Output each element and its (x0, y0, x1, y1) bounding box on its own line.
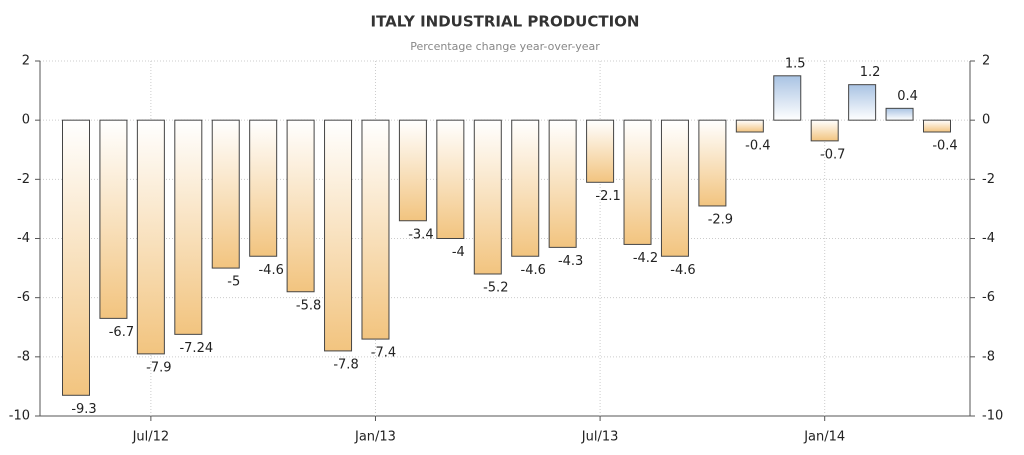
y-tick-label: -2 (17, 172, 30, 187)
y-tick-label: -8 (17, 349, 30, 364)
value-label: 1.2 (860, 65, 881, 80)
bar (885, 107, 914, 121)
bar (249, 119, 278, 257)
value-label: -4.6 (521, 263, 546, 278)
value-label: -3.4 (408, 227, 433, 242)
y2-tick-label: 2 (982, 54, 990, 69)
y2-tick-label: -6 (982, 290, 995, 305)
y2-tick-label: -10 (982, 409, 1003, 424)
y-tick-label: -4 (17, 231, 30, 246)
value-label: -2.1 (595, 189, 620, 204)
value-label: -0.4 (745, 139, 770, 154)
chart-title: ITALY INDUSTRIAL PRODUCTION (371, 13, 640, 31)
value-label: -7.9 (146, 360, 171, 375)
bar (286, 119, 315, 293)
value-label: -7.4 (371, 346, 396, 361)
bar (586, 119, 615, 183)
bar (62, 119, 90, 396)
y-tick-label: -10 (9, 409, 30, 424)
bar (398, 119, 427, 222)
value-label: -7.8 (333, 357, 358, 372)
bar (548, 119, 577, 248)
y-tick-label: -6 (17, 290, 30, 305)
y2-tick-label: -2 (982, 172, 995, 187)
bar (810, 119, 839, 142)
bar (436, 119, 465, 239)
value-label: -4 (452, 245, 465, 260)
bar (773, 75, 802, 121)
y2-tick-label: 0 (982, 113, 990, 128)
bar (136, 119, 165, 355)
y-tick-label: 2 (22, 54, 30, 69)
value-label: -4.6 (670, 263, 695, 278)
bar (211, 119, 240, 269)
x-tick-label: Jul/13 (581, 430, 619, 445)
value-label: -5.2 (483, 281, 508, 296)
value-label: 0.4 (897, 89, 918, 104)
value-label: -5.8 (296, 298, 321, 313)
bar (623, 119, 652, 245)
x-tick-label: Jul/12 (132, 430, 170, 445)
value-label: -9.3 (71, 402, 96, 417)
value-label: -5 (227, 275, 240, 290)
value-label: -6.7 (109, 325, 134, 340)
value-label: -2.9 (708, 212, 733, 227)
y-tick-label: 0 (22, 113, 30, 128)
x-tick-label: Jan/13 (354, 430, 396, 445)
bar (473, 119, 502, 275)
bar (511, 119, 540, 257)
value-label: -0.7 (820, 147, 845, 162)
bar (174, 119, 203, 335)
y2-tick-label: -8 (982, 349, 995, 364)
bar (735, 119, 764, 133)
chart-subtitle: Percentage change year-over-year (410, 40, 600, 53)
y2-tick-label: -4 (982, 231, 995, 246)
x-tick-label: Jan/14 (803, 430, 845, 445)
bar (660, 119, 689, 257)
value-label: -0.4 (932, 139, 957, 154)
bar (324, 119, 353, 352)
value-label: -7.24 (179, 341, 213, 356)
bar (361, 119, 390, 340)
value-label: -4.6 (258, 263, 283, 278)
bar (99, 119, 128, 319)
bar (848, 84, 877, 121)
bar (923, 119, 951, 133)
value-label: 1.5 (785, 56, 806, 71)
value-label: -4.2 (633, 251, 658, 266)
bar (698, 119, 727, 207)
value-label: -4.3 (558, 254, 583, 269)
